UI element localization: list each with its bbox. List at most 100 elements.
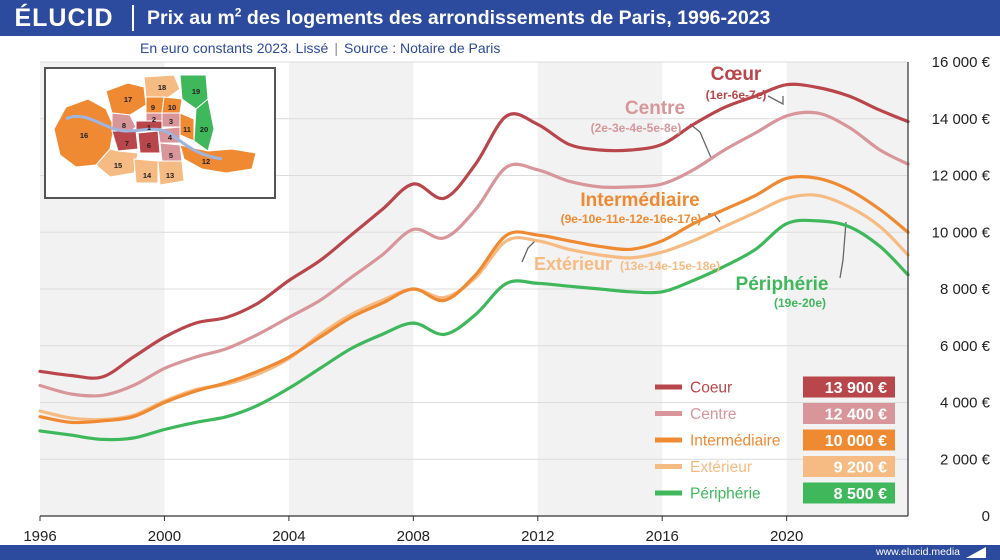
district-shape-16: [53, 98, 115, 168]
district-shape-18: [143, 74, 181, 100]
legend-value-2: 10 000 €: [825, 433, 887, 450]
y-tick-label: 10 000 €: [932, 224, 991, 241]
brand-mark-icon: [966, 547, 986, 558]
y-axis: 0 2 000 € 4 000 € 6 000 € 8 000 € 10 000 € 12 …: [40, 54, 991, 525]
legend-label-2: Intermédiaire: [690, 433, 780, 450]
legend-label-4: Périphérie: [690, 486, 761, 503]
series-label-1: Centre: [625, 98, 685, 119]
legend-value-box-2: [803, 429, 895, 451]
y-tick-label: 4 000 €: [940, 395, 991, 412]
y-tick-label: 12 000 €: [932, 168, 991, 185]
brand-logo: ÉLUCID: [14, 4, 114, 32]
chart-title: Prix au m2 des logements des arrondissem…: [147, 0, 770, 36]
series-line-0: [38, 82, 910, 380]
legend-value-box-3: [803, 456, 895, 477]
series-label-0: Cœur: [711, 64, 762, 85]
annotation-leaders: [521, 95, 847, 279]
footer-url[interactable]: www.elucid.media: [875, 546, 960, 558]
seine-river: [65, 114, 223, 161]
x-tick-label: 2016: [646, 528, 679, 545]
y-tick-label: 8 000 €: [940, 281, 991, 298]
map-label-6: 6: [147, 141, 151, 150]
subtitle-line: En euro constants 2023. Lissé | Source : N…: [140, 38, 500, 58]
map-label-9: 9: [151, 103, 155, 112]
legend-value-box-1: [803, 403, 895, 424]
y-tick-label: 0: [982, 508, 990, 525]
district-shape-6: [137, 130, 161, 154]
leader-line-0: [767, 95, 784, 106]
x-tick-label: 2004: [272, 528, 305, 545]
series-label-2: Intermédiaire: [580, 190, 699, 211]
legend-label-3: Extérieur: [690, 459, 752, 476]
subtitle-separator: |: [334, 40, 338, 56]
map-label-3: 3: [169, 117, 173, 126]
map-label-1: 1: [147, 123, 151, 132]
map-label-8: 8: [122, 121, 126, 130]
y-tick-label: 14 000 €: [932, 111, 991, 128]
map-label-12: 12: [202, 157, 210, 166]
series-labels: Cœur (1er-6e-7e) Centre (2e-3e-4e-5e-8e) Int…: [534, 64, 828, 310]
map-label-18: 18: [158, 83, 166, 92]
logo-divider: [132, 5, 134, 31]
leader-line-1: [689, 123, 713, 161]
header-bar: ÉLUCID Prix au m2 des logements des arro…: [0, 0, 1000, 36]
legend-value-4: 8 500 €: [834, 486, 887, 503]
footer-bar: www.elucid.media: [0, 545, 1000, 560]
series-line-2: [38, 174, 910, 425]
map-label-4: 4: [168, 133, 173, 142]
map-label-11: 11: [183, 125, 191, 134]
legend-value-3: 9 200 €: [834, 460, 887, 477]
x-tick-label: 2020: [770, 528, 803, 545]
legend-value-box-4: [803, 482, 895, 504]
series-line-1: [38, 110, 910, 398]
title-text-end: des logements des arrondissements de Par…: [241, 7, 771, 29]
legend-value-1: 12 400 €: [825, 407, 887, 424]
series-sublabel-3: (13e-14e-15e-18e): [620, 259, 720, 273]
x-tick-label: 1996: [23, 528, 56, 545]
gridlines: [40, 61, 908, 460]
series-sublabel-0: (1er-6e-7e): [706, 88, 767, 102]
x-tick-label: 2008: [397, 528, 430, 545]
y-tick-label: 2 000 €: [940, 451, 991, 468]
map-label-20: 20: [200, 125, 208, 134]
legend-label-1: Centre: [690, 406, 737, 423]
legend: Coeur 13 900 € Centre 12 400 € Intermédiaire…: [655, 376, 895, 504]
x-tick-label: 2000: [148, 528, 181, 545]
leader-line-4: [839, 221, 847, 279]
x-axis: 1996 2000 2004 2008 2012 2016 2020: [23, 516, 803, 545]
legend-value-0: 13 900 €: [825, 380, 887, 397]
series-lines: [38, 82, 910, 442]
map-label-14: 14: [143, 171, 152, 180]
series-line-4: [38, 218, 910, 442]
x-tick-label: 2012: [521, 528, 554, 545]
map-label-16: 16: [80, 131, 88, 140]
map-label-19: 19: [192, 87, 200, 96]
series-label-4: Périphérie: [736, 274, 829, 295]
y-tick-label: 6 000 €: [940, 338, 991, 355]
map-label-15: 15: [114, 161, 122, 170]
title-text-start: Prix au m: [147, 7, 235, 29]
paris-map-inset: 1 2 3 4 5 6 7 8 9 10 11 12 13 14 15 16 17 18 19 20: [44, 67, 276, 199]
district-shape-13: [157, 160, 185, 186]
map-label-13: 13: [166, 171, 174, 180]
chart-source: Source : Notaire de Paris: [343, 40, 501, 56]
legend-label-0: Coeur: [690, 380, 732, 397]
legend-value-box-0: [803, 376, 895, 398]
map-label-2: 2: [152, 115, 156, 124]
series-sublabel-2: (9e-10e-11e-12e-16e-17e): [561, 212, 702, 226]
map-label-7: 7: [125, 139, 129, 148]
map-label-17: 17: [124, 95, 132, 104]
title-superscript: 2: [234, 5, 242, 20]
series-label-3: Extérieur: [534, 254, 612, 274]
map-label-10: 10: [168, 103, 176, 112]
leader-line-3: [521, 239, 537, 263]
district-shape-14: [133, 158, 159, 184]
chart-subtitle: En euro constants 2023. Lissé: [140, 40, 329, 56]
series-sublabel-1: (2e-3e-4e-5e-8e): [591, 121, 682, 135]
y-tick-label: 16 000 €: [932, 54, 991, 71]
series-sublabel-4: (19e-20e): [774, 296, 826, 310]
district-shape-15: [95, 148, 139, 178]
